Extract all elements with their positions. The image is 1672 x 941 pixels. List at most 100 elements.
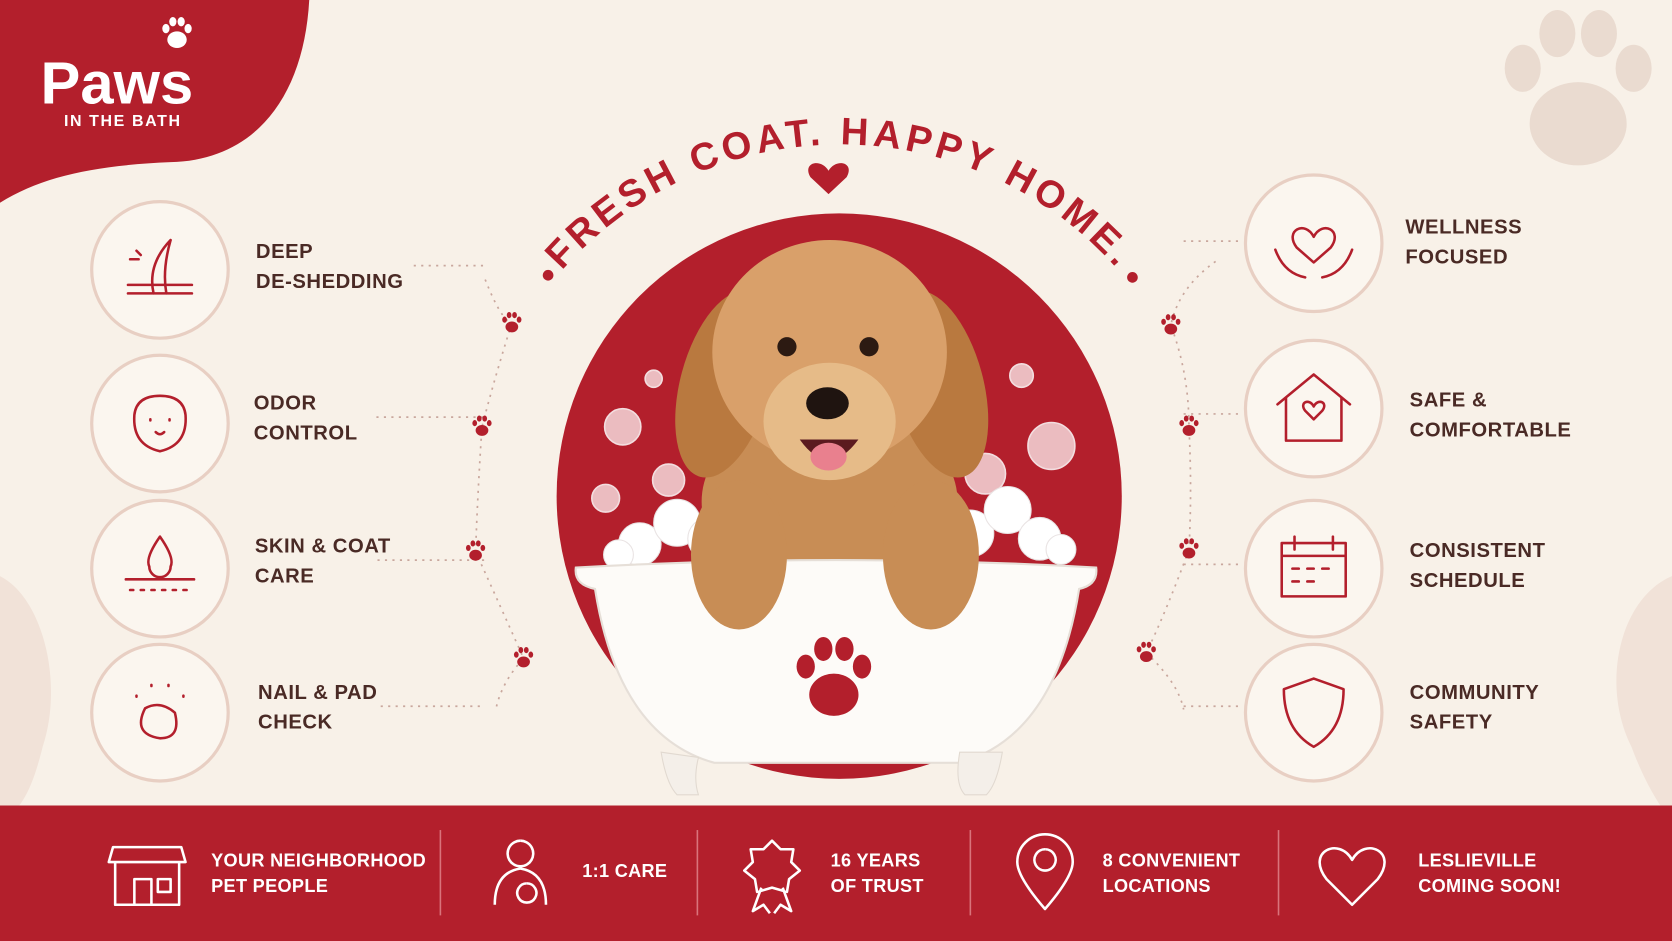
feature-icon: [1280, 535, 1347, 598]
paw-toe: [1179, 420, 1185, 427]
feature-label: ODOR: [254, 393, 317, 415]
paw-toe: [169, 16, 177, 27]
feature-label: SAFE &: [1410, 389, 1487, 411]
logo-blob: [0, 0, 310, 203]
footer-icon: [1318, 847, 1386, 907]
footer-label: PET PEOPLE: [211, 876, 328, 896]
paw-toe: [1183, 538, 1189, 545]
paw-pad: [1182, 547, 1196, 559]
footer-icon: [493, 839, 548, 905]
feature-label: DEEP: [256, 241, 313, 263]
feature-label: CHECK: [258, 712, 333, 734]
paw-toe: [1179, 542, 1185, 549]
dog: [675, 240, 989, 598]
feature-icon: [1282, 677, 1345, 749]
footer-label: OF TRUST: [831, 876, 924, 896]
paw-pad: [1164, 323, 1178, 335]
footer-icon: [743, 839, 802, 915]
paw-icon: [796, 637, 872, 716]
paw-toe: [1161, 318, 1166, 325]
footer-label: LOCATIONS: [1103, 876, 1211, 896]
paw-icon: [472, 415, 492, 436]
paw-toe: [1539, 10, 1576, 58]
paw-toe: [502, 316, 507, 323]
paw-toe: [482, 415, 488, 422]
feature-label: SCHEDULE: [1410, 570, 1526, 592]
feature-icon: [124, 535, 196, 592]
paw-toe: [1175, 318, 1181, 325]
paw-toe: [1504, 44, 1541, 92]
paw-toe: [475, 540, 481, 547]
feature-ring: [90, 498, 230, 639]
paw-toe: [1146, 641, 1152, 648]
bubbles: [591, 363, 1076, 513]
feature-label: CARE: [255, 566, 314, 588]
paw-pad: [1182, 424, 1196, 436]
paw-toe: [1580, 10, 1617, 58]
paw-toe: [516, 316, 522, 323]
paw-toe: [470, 540, 476, 547]
feature-label: NAIL & PAD: [258, 682, 377, 704]
paw-toe: [1189, 415, 1195, 422]
paw-toe: [1136, 646, 1142, 653]
paw-pad: [505, 321, 519, 333]
paw-toe: [486, 420, 492, 427]
paw-icon: [502, 312, 522, 333]
feature-ring: [90, 200, 230, 340]
footer-bar: [0, 805, 1672, 941]
paw-toe: [177, 16, 185, 27]
paw-toe: [814, 637, 833, 661]
bathtub: [574, 480, 1098, 796]
paw-pad: [809, 673, 859, 716]
paw-icon: [513, 647, 534, 668]
footer-icon: [1015, 833, 1075, 911]
feature-icon: [135, 683, 185, 740]
logo-name: Paws: [41, 49, 194, 116]
bg-blob: [0, 576, 52, 822]
paw-toe: [835, 637, 854, 661]
footer-label: 1:1 CARE: [582, 861, 667, 881]
paw-pad: [475, 424, 489, 436]
feature-label: SAFETY: [1410, 712, 1493, 734]
paw-toe: [465, 544, 471, 552]
paw-toe: [523, 647, 529, 654]
paw-toe: [1171, 314, 1176, 321]
paw-toe: [472, 420, 478, 427]
paw-icon: [1179, 415, 1199, 436]
paw-toe: [1141, 641, 1146, 648]
paw-icon: [1136, 641, 1156, 663]
feature-icon: [126, 238, 194, 295]
feature-label: COMFORTABLE: [1410, 419, 1572, 441]
paw-toe: [1193, 542, 1199, 549]
paw-toe: [1165, 314, 1171, 321]
logo-tagline: IN THE BATH: [64, 113, 182, 130]
paw-toe: [476, 415, 482, 422]
paw-toe: [1183, 415, 1189, 422]
paw-pad: [1529, 82, 1627, 166]
paw-pad: [167, 31, 187, 49]
paw-icon: [1504, 10, 1652, 166]
feature-label: CONTROL: [254, 423, 358, 445]
decor: [162, 10, 1652, 166]
feature-icon: [133, 394, 187, 453]
paw-toe: [1189, 538, 1195, 545]
features: DEEP DE-SHEDDING ODOR CONTROL SKIN & COAT CAR…: [90, 173, 1572, 916]
feature-ring: [1243, 642, 1384, 783]
paw-toe: [513, 651, 519, 658]
bg-blob: [1616, 576, 1672, 822]
feature-icon: [1276, 373, 1352, 442]
paw-pad: [469, 549, 482, 561]
footer-label: LESLIEVILLE: [1418, 850, 1536, 870]
paw-toe: [1615, 44, 1652, 92]
paw-toe: [512, 312, 517, 319]
feature-ring: [1243, 338, 1384, 479]
paw-pad: [1139, 651, 1153, 663]
paw-toe: [796, 654, 815, 679]
paw-toe: [480, 544, 486, 552]
paw-toe: [518, 647, 524, 654]
footer-label: COMING SOON!: [1418, 876, 1561, 896]
paw-toe: [506, 312, 512, 319]
paw-toe: [852, 654, 872, 679]
